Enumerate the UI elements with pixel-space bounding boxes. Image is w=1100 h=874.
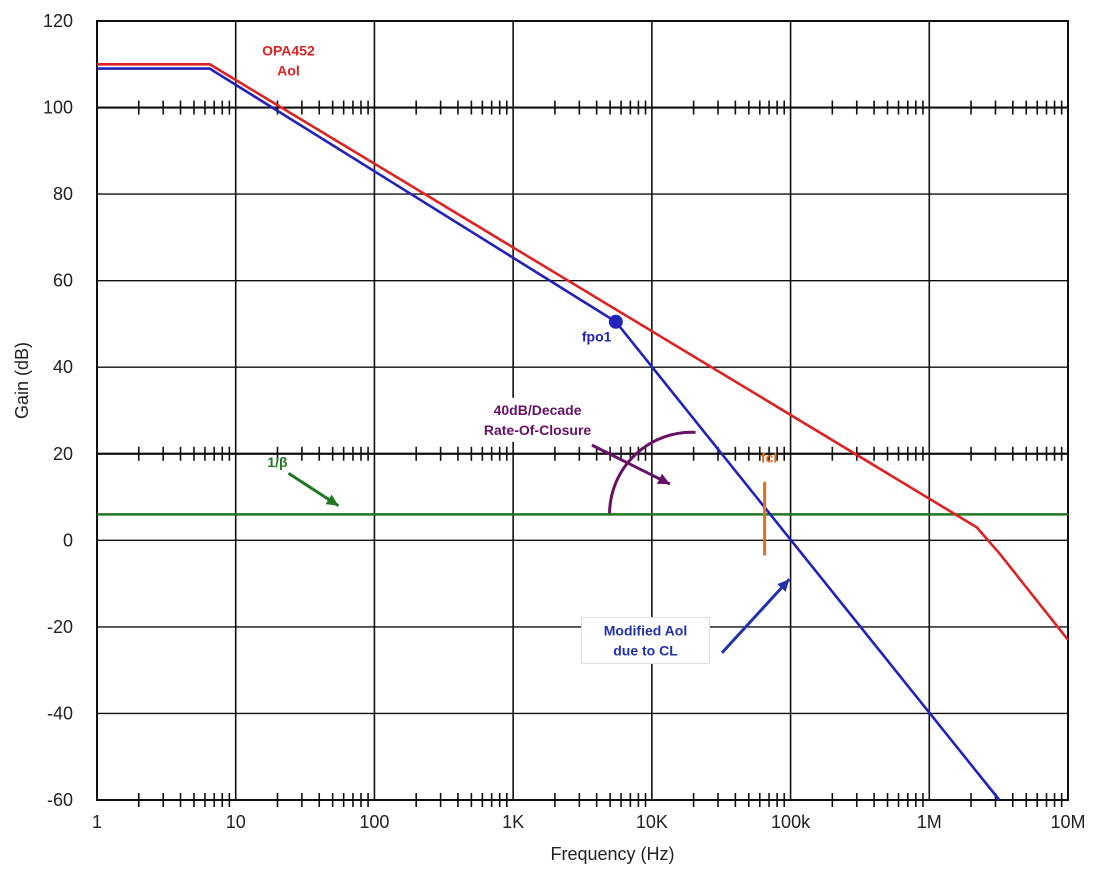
closure-label: 40dB/Decade	[494, 402, 582, 418]
y-tick-label: -60	[47, 790, 73, 810]
modified-arrow-head	[777, 579, 790, 592]
y-tick-label: 40	[53, 357, 73, 377]
x-tick-label: 100k	[771, 812, 811, 832]
series-line-modified	[97, 67, 1001, 801]
beta-arrow-head	[325, 494, 339, 506]
fpo1-point	[608, 314, 623, 329]
x-tick-label: 10K	[636, 812, 668, 832]
y-tick-label: -20	[47, 617, 73, 637]
fcl-label: fcl	[761, 449, 777, 465]
rate-of-closure-arc	[608, 430, 696, 515]
annotations: OPA452 Aol fpo1 40dB/Decade Rate-Of-Closure 1…	[262, 43, 791, 665]
x-tick-label: 10M	[1050, 812, 1085, 832]
y-tick-label: 20	[53, 444, 73, 464]
x-tick-label: 1K	[502, 812, 524, 832]
closure-label-bg	[455, 397, 620, 442]
closure-arrow-head	[656, 473, 670, 485]
series-line-aol	[97, 62, 1070, 641]
aol-label: Aol	[277, 63, 300, 79]
y-tick-label: 60	[53, 271, 73, 291]
modified-arrow-shaft	[720, 578, 791, 654]
x-axis: 1 10 100 1K 10K 100k 1M 10M	[92, 812, 1086, 832]
modified-label-bg	[581, 617, 711, 665]
y-axis: 120 100 80 60 40 20 0 -20 -40 -60	[43, 11, 73, 810]
x-axis-title: Frequency (Hz)	[550, 844, 674, 864]
x-tick-label: 10	[226, 812, 246, 832]
beta-label: 1/β	[267, 454, 288, 470]
x-tick-label: 1M	[917, 812, 942, 832]
y-axis-title: Gain (dB)	[12, 342, 32, 419]
aol-label: OPA452	[262, 43, 315, 59]
y-tick-label: 100	[43, 98, 73, 118]
x-tick-label: 1	[92, 812, 102, 832]
y-tick-label: -40	[47, 703, 73, 723]
modified-label: due to CL	[613, 643, 678, 659]
closure-label: Rate-Of-Closure	[484, 422, 592, 438]
series	[97, 62, 1070, 801]
y-tick-label: 120	[43, 11, 73, 31]
modified-label: Modified Aol	[604, 623, 687, 639]
closure-arc-path	[608, 430, 696, 515]
grid	[96, 20, 1069, 801]
y-tick-label: 0	[63, 530, 73, 550]
x-tick-label: 100	[359, 812, 389, 832]
fpo1-label: fpo1	[582, 328, 612, 344]
minor-ticks	[137, 100, 1063, 807]
closure-arrow-shaft	[591, 443, 671, 486]
y-tick-label: 80	[53, 184, 73, 204]
